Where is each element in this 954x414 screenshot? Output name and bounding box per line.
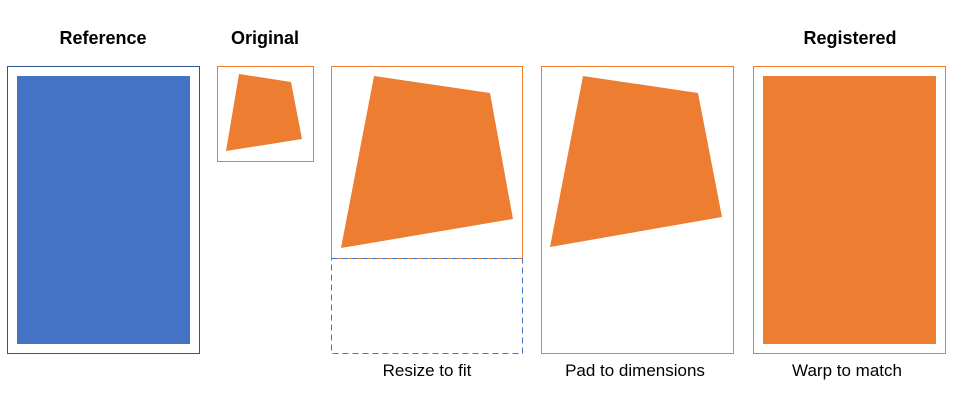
pad-panel [541, 66, 734, 354]
registered-image [763, 76, 936, 344]
reference-image [17, 76, 190, 344]
original-title: Original [230, 28, 299, 48]
resize-image-shape [341, 76, 513, 248]
pad-caption: Pad to dimensions [565, 361, 705, 380]
registered-panel [753, 66, 946, 354]
resize-panel [331, 66, 523, 354]
original-panel [217, 66, 314, 162]
reference-frame [7, 66, 200, 354]
pad-frame [541, 66, 734, 354]
reference-panel [7, 66, 200, 354]
reference-title: Reference [59, 28, 147, 48]
original-image-shape [226, 74, 302, 151]
original-frame [217, 66, 314, 162]
registered-frame [753, 66, 946, 354]
resize-target-outline [331, 258, 523, 354]
resize-caption: Resize to fit [382, 361, 472, 380]
registered-title: Registered [803, 28, 897, 48]
pad-image-shape [550, 76, 722, 247]
registered-caption: Warp to match [792, 361, 902, 380]
